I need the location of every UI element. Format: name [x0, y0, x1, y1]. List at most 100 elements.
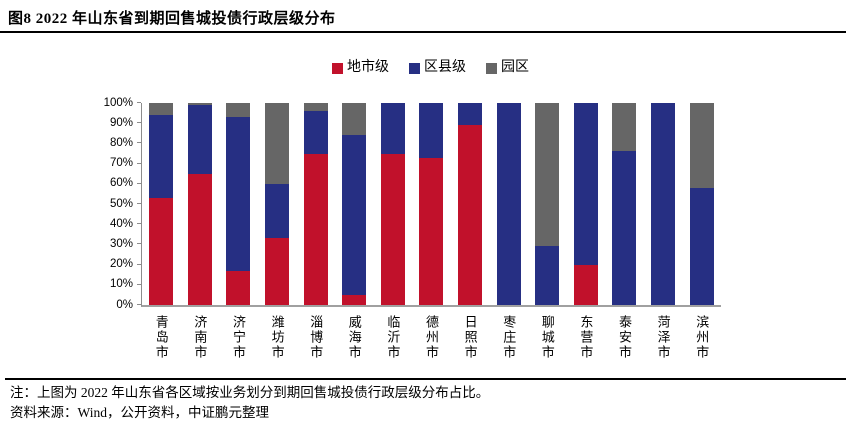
legend-item: 园区 [486, 61, 529, 75]
bar-segment-地市级 [458, 125, 483, 305]
x-axis-label: 滨州市 [694, 315, 710, 360]
bar-segment-园区 [612, 103, 637, 152]
y-axis-label: 50% [109, 197, 133, 210]
legend-swatch [332, 62, 343, 74]
bar-segment-区县级 [689, 187, 714, 305]
bar-威海市 [342, 103, 367, 305]
plot-area: 青岛市 济南市 济宁市 潍坊市 淄博市 威海市 临沂市 德州市 日照市 枣庄市 聊城市 东营市 泰安市 菏… [142, 103, 721, 360]
bar-济宁市 [226, 103, 251, 305]
bar-segment-园区 [303, 103, 328, 112]
y-axis-tick [137, 142, 141, 144]
y-axis-label: 60% [109, 177, 133, 190]
bar-segment-园区 [265, 103, 290, 184]
y-axis-label: 100% [103, 96, 133, 109]
bar-slot: 德州市 [412, 103, 451, 360]
bar-segment-地市级 [380, 153, 405, 305]
y-axis-label: 80% [109, 136, 133, 149]
bar-slot: 聊城市 [528, 103, 567, 360]
legend-label: 区县级 [424, 60, 466, 75]
y-axis-tick [137, 263, 141, 265]
bar-slot: 枣庄市 [489, 103, 528, 360]
bar-slot: 淄博市 [296, 103, 335, 360]
bar-slot: 日照市 [451, 103, 490, 360]
bar-segment-园区 [689, 103, 714, 188]
x-axis-label: 德州市 [423, 315, 439, 360]
bar-segment-区县级 [380, 103, 405, 154]
y-axis-tick [137, 243, 141, 245]
figure-note: 注：上图为 2022 年山东省各区域按业务划分到期回售城投债行政层级分布占比。 [10, 385, 490, 400]
bar-slot: 济南市 [181, 103, 220, 360]
x-axis-label: 济宁市 [230, 315, 246, 360]
bar-segment-地市级 [187, 173, 212, 305]
y-axis-label: 30% [109, 237, 133, 250]
bar-segment-区县级 [612, 151, 637, 305]
bar-segment-区县级 [149, 115, 174, 198]
bar-菏泽市 [651, 103, 676, 305]
bar-slot: 济宁市 [219, 103, 258, 360]
x-axis-label: 青岛市 [153, 315, 169, 360]
bar-segment-区县级 [496, 103, 521, 305]
legend-item: 地市级 [332, 61, 389, 75]
x-axis-label: 聊城市 [539, 315, 555, 360]
bar-德州市 [419, 103, 444, 305]
x-axis-label: 泰安市 [616, 315, 632, 360]
bar-segment-区县级 [342, 135, 367, 295]
bar-聊城市 [535, 103, 560, 305]
bar-泰安市 [612, 103, 637, 305]
bar-slot: 潍坊市 [258, 103, 297, 360]
figure-source: 资料来源：Wind，公开资料，中证鹏元整理 [10, 405, 269, 420]
bar-segment-区县级 [573, 103, 598, 265]
y-axis-tick [137, 102, 141, 103]
y-axis-tick [137, 122, 141, 124]
y-axis-tick [137, 182, 141, 184]
x-axis-label: 淄博市 [308, 315, 324, 360]
y-axis-tick [137, 223, 141, 225]
bar-青岛市 [149, 103, 174, 305]
bar-segment-园区 [187, 103, 212, 106]
legend-item: 区县级 [409, 61, 466, 75]
y-axis-label: 70% [109, 156, 133, 169]
x-axis-label: 东营市 [578, 315, 594, 360]
chart: 0% 10% 20% 30% 40% 50% 60% 70% 80% 90% 100% 青岛市 济南市… [104, 97, 721, 360]
bar-segment-区县级 [651, 103, 676, 305]
bar-淄博市 [303, 103, 328, 305]
bar-枣庄市 [496, 103, 521, 305]
bar-segment-区县级 [535, 246, 560, 305]
bar-slot: 东营市 [567, 103, 606, 360]
bar-segment-地市级 [226, 270, 251, 305]
y-axis-label: 90% [109, 116, 133, 129]
bar-slot: 滨州市 [682, 103, 721, 360]
y-axis-tick [137, 283, 141, 285]
y-axis-label: 0% [116, 298, 133, 311]
bar-segment-地市级 [419, 157, 444, 305]
x-axis-label: 日照市 [462, 315, 478, 360]
bar-segment-区县级 [458, 103, 483, 126]
title-divider [0, 31, 846, 33]
bar-滨州市 [689, 103, 714, 305]
footer-divider [5, 378, 846, 380]
bar-slot: 泰安市 [605, 103, 644, 360]
y-axis-tick [137, 304, 141, 305]
bar-潍坊市 [265, 103, 290, 305]
x-axis-label: 济南市 [192, 315, 208, 360]
y-axis-label: 10% [109, 278, 133, 291]
legend-swatch [486, 62, 497, 74]
bar-临沂市 [380, 103, 405, 305]
bar-segment-地市级 [265, 238, 290, 305]
y-axis-label: 40% [109, 217, 133, 230]
bar-segment-区县级 [187, 105, 212, 174]
bar-日照市 [458, 103, 483, 305]
bar-segment-地市级 [303, 153, 328, 305]
y-axis-label: 20% [109, 257, 133, 270]
bar-slot: 青岛市 [142, 103, 181, 360]
bar-segment-区县级 [419, 103, 444, 158]
x-axis-label: 威海市 [346, 315, 362, 360]
bar-segment-地市级 [342, 294, 367, 305]
bar-segment-园区 [226, 103, 251, 118]
x-axis-label: 菏泽市 [655, 315, 671, 360]
bar-segment-地市级 [149, 197, 174, 305]
legend-label: 地市级 [347, 60, 389, 75]
x-axis-label: 临沂市 [385, 315, 401, 360]
bar-segment-地市级 [573, 264, 598, 305]
